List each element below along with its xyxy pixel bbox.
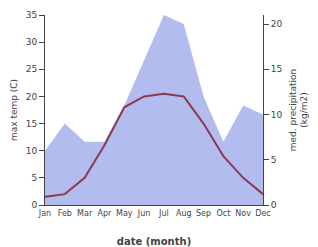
svg-text:Jul: Jul	[158, 209, 169, 218]
svg-text:May: May	[116, 209, 133, 218]
svg-text:Nov: Nov	[235, 209, 251, 218]
svg-text:Mar: Mar	[77, 209, 93, 218]
svg-text:Jun: Jun	[137, 209, 151, 218]
svg-text:15: 15	[26, 119, 37, 129]
svg-text:Jan: Jan	[38, 209, 51, 218]
svg-text:med. precipitation(kg/m2): med. precipitation(kg/m2)	[288, 69, 310, 151]
svg-text:0: 0	[271, 200, 277, 210]
svg-text:5: 5	[31, 173, 37, 183]
svg-text:25: 25	[26, 64, 37, 74]
svg-text:5: 5	[271, 155, 277, 165]
svg-text:30: 30	[26, 37, 38, 47]
svg-text:Oct: Oct	[216, 209, 230, 218]
svg-text:15: 15	[271, 64, 282, 74]
svg-text:date (month): date (month)	[117, 236, 191, 247]
svg-text:35: 35	[26, 10, 37, 20]
svg-text:Sep: Sep	[196, 209, 211, 218]
svg-text:Apr: Apr	[98, 209, 113, 218]
svg-text:10: 10	[271, 110, 283, 120]
svg-text:Dec: Dec	[255, 209, 270, 218]
svg-text:20: 20	[26, 92, 38, 102]
svg-text:max temp (C): max temp (C)	[9, 79, 19, 141]
svg-text:0: 0	[31, 200, 37, 210]
svg-text:10: 10	[26, 146, 38, 156]
svg-text:Aug: Aug	[176, 209, 192, 218]
svg-text:Feb: Feb	[58, 209, 72, 218]
svg-text:20: 20	[271, 19, 283, 29]
